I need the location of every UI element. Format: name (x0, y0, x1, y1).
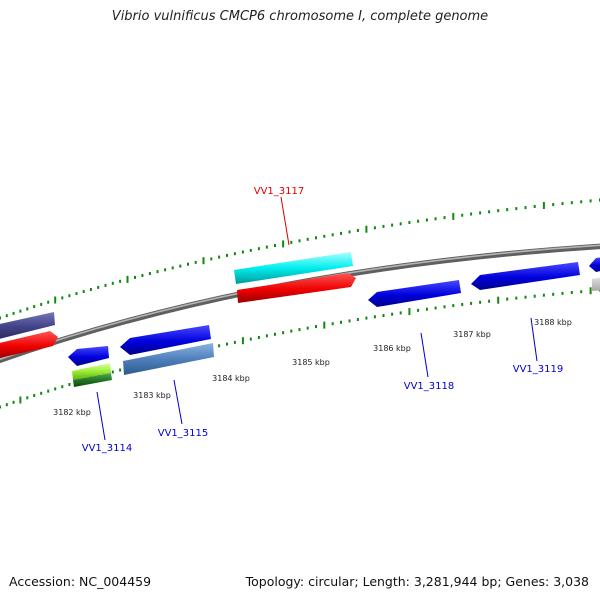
cds-vv1-3117[interactable] (237, 273, 356, 303)
feature-steelblue[interactable] (123, 343, 214, 375)
feature-lightgreen[interactable] (72, 363, 111, 380)
gene-label-vv1-3114[interactable]: VV1_3114 (82, 443, 133, 454)
ruler-ticks-upper (0, 198, 600, 320)
ruler-label: 3188 kbp (534, 318, 572, 327)
gene-features (0, 252, 600, 387)
feature-grey-right-edge[interactable] (592, 277, 600, 291)
ruler-label: 3185 kbp (292, 358, 330, 367)
ruler-label: 3184 kbp (212, 374, 250, 383)
label-leaders (96, 196, 538, 441)
gene-label-vv1-3118[interactable]: VV1_3118 (404, 381, 455, 392)
leader-vv1-3115 (173, 379, 183, 425)
map-title: Vibrio vulnificus CMCP6 chromosome I, co… (111, 9, 489, 24)
gene-labels: VV1_3114 VV1_3115 VV1_3117 VV1_3118 VV1_… (82, 186, 564, 454)
ruler-labels: 3182 kbp 3183 kbp 3184 kbp 3185 kbp 3186… (53, 318, 572, 417)
genome-summary-text: Topology: circular; Length: 3,281,944 bp… (245, 574, 589, 589)
ruler-label: 3186 kbp (373, 344, 411, 353)
feature-misc[interactable] (0, 312, 55, 340)
gene-label-vv1-3119[interactable]: VV1_3119 (513, 364, 564, 375)
cds-vv1-3118[interactable] (368, 280, 461, 307)
cds-vv1-3119[interactable] (471, 262, 580, 290)
cds-vv1-3114[interactable] (68, 346, 109, 366)
gene-label-vv1-3117[interactable]: VV1_3117 (254, 186, 305, 197)
accession-text: Accession: NC_004459 (9, 574, 152, 589)
gene-label-vv1-3115[interactable]: VV1_3115 (158, 428, 209, 439)
cds-right-edge[interactable] (589, 257, 600, 272)
feature-red-cds-left[interactable] (0, 331, 58, 359)
leader-vv1-3118 (420, 332, 429, 378)
feature-trna-vv1-3117[interactable] (234, 252, 353, 284)
ruler-label: 3187 kbp (453, 330, 491, 339)
leader-vv1-3117 (280, 196, 290, 246)
leader-vv1-3114 (96, 391, 106, 441)
cds-vv1-3115[interactable] (120, 325, 211, 355)
ruler-label: 3182 kbp (53, 408, 91, 417)
ruler-label: 3183 kbp (133, 391, 171, 400)
feature-darkgreen[interactable] (73, 373, 112, 387)
leader-vv1-3119 (530, 317, 538, 362)
